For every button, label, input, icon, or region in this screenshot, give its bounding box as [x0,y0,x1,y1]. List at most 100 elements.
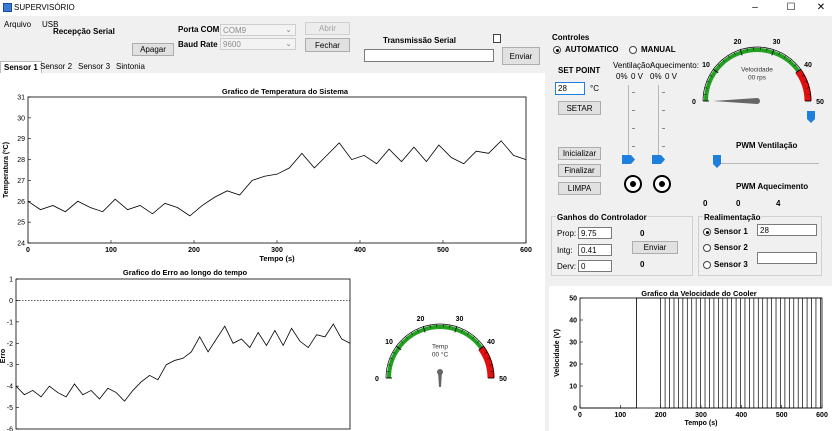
pwm-aquecimento-label: PWM Aquecimento [736,182,809,191]
intg-label: Intg: [557,246,573,255]
slider-tick [632,110,635,111]
gauge-tick-label: 30 [773,39,781,46]
limpa-button[interactable]: LIMPA [558,182,601,195]
tab-sensor-3[interactable]: Sensor 3 [78,62,111,71]
enviar-serial-button[interactable]: Enviar [502,47,540,65]
gauge-tick [454,326,458,333]
tab-sensor-2[interactable]: Sensor 2 [40,62,73,71]
cooler-plot-frame [579,297,823,409]
apagar-button[interactable]: Apagar [132,43,174,56]
derv-label: Derv: [557,262,577,271]
y-tick-label: 29 [17,136,25,143]
y-tick-label: 0 [9,298,13,305]
temperature-needle [438,372,442,387]
x-tick-label: 600 [520,247,532,254]
menu-arquivo[interactable]: Arquivo [4,20,32,29]
close-button[interactable]: ✕ [816,2,826,13]
temperature-y-label: Temperatura (ºC) [3,142,10,198]
x-tick-label: 400 [735,412,747,419]
automatico-radio[interactable] [553,46,561,54]
y-tick-label: 10 [569,384,577,391]
cooler-velocity-chart: Grafico da Velocidade do Cooler 0 10 20 30 4… [554,289,828,427]
sensor-3-input[interactable] [757,252,817,264]
gauge-tick [778,52,781,55]
gauge-tick [784,55,787,59]
tab-sensor-1[interactable]: Sensor 1 [0,61,42,73]
gauge-tick [461,329,464,332]
x-tick-label: 300 [695,412,707,419]
transmissao-checkbox[interactable] [493,34,501,43]
gauge-tick [477,340,480,344]
error-chart-title: Grafico do Erro ao longo do tempo [123,268,248,277]
abrir-button[interactable]: Abrir [305,22,350,35]
pwm-ventilacao-thumb[interactable] [713,155,722,168]
app-icon [3,3,12,12]
baud-rate-select[interactable]: 9600 ⌄ [220,38,296,50]
cooler-chart-title: Grafico da Velocidade do Cooler [641,289,757,298]
sensor-2-radio[interactable] [703,244,711,252]
needle-hub [754,98,760,104]
derv-input[interactable]: 0 [578,260,612,272]
y-tick-label: 31 [17,95,25,102]
transmissao-serial-label: Transmissão Serial [383,36,456,45]
sensor-3-radio[interactable] [703,261,711,269]
tab-sintonia[interactable]: Sintonia [116,62,145,71]
velocity-gauge-pointer [807,111,815,123]
aquecimento-slider-thumb[interactable] [652,155,666,164]
y-tick-label: 28 [17,157,25,164]
ganhos-title: Ganhos do Controlador [556,213,648,222]
y-tick-label: -1 [7,319,13,326]
manual-radio[interactable] [629,46,637,54]
y-tick-label: -2 [7,341,13,348]
slider-tick [662,128,665,129]
x-tick-label: 500 [776,412,788,419]
sensor-1-radio[interactable] [703,228,711,236]
gauge-title: Velocidade [741,66,773,73]
gauge-tick [739,49,743,56]
window-title: SUPERVISÓRIO [14,3,75,12]
transmissao-input[interactable] [364,49,494,62]
set-point-input[interactable]: 28 [555,82,585,95]
velocity-needle [713,98,757,104]
enviar-ganhos-button[interactable]: Enviar [632,241,678,254]
fechar-button[interactable]: Fechar [305,38,350,52]
gauge-tick-label: 0 [692,99,696,106]
gauge-tick [717,63,720,67]
error-series-line [15,323,351,402]
gauge-tick [478,345,484,351]
pwm-ventilacao-track [717,163,819,164]
x-tick-label: 500 [437,247,449,254]
prop-input[interactable]: 9.75 [578,227,612,239]
y-tick-label: -4 [7,384,13,391]
setar-button[interactable]: SETAR [558,101,601,115]
x-tick-label: 200 [655,412,667,419]
finalizar-button[interactable]: Finalizar [558,164,601,177]
porta-com-select[interactable]: COM9 ⌄ [220,24,296,36]
intg-input[interactable]: 0.41 [578,244,612,256]
inicializar-button[interactable]: Inicializar [558,147,601,160]
gauge-tick [429,324,431,328]
sensor-1-input[interactable]: 28 [757,224,817,236]
ventilacao-slider-thumb[interactable] [622,155,636,164]
chevron-down-icon: ⌄ [285,39,292,48]
minimize-button[interactable]: – [752,2,758,13]
gauge-tick [713,68,719,74]
porta-com-value: COM9 [223,26,247,35]
slider-tick [632,128,635,129]
y-tick-label: 27 [17,178,25,185]
y-tick-label: 30 [17,115,25,122]
cooler-x-label: Tempo (s) [685,420,718,427]
gauge-red-band [795,68,812,102]
ventilacao-label: Ventilação: [613,61,653,70]
porta-com-label: Porta COM [178,25,220,34]
menu-usb[interactable]: USB [42,20,59,29]
gauge-tick-label: 0 [375,376,379,383]
gauge-tick-label: 20 [734,39,742,46]
gauge-tick [416,329,419,332]
maximize-button[interactable]: ☐ [786,2,796,13]
aquecimento-volts: 0 V [665,72,678,81]
gauge-tick [449,324,451,328]
aquecimento-label: Aquecimento: [650,61,699,70]
gauge-tick [484,351,488,354]
